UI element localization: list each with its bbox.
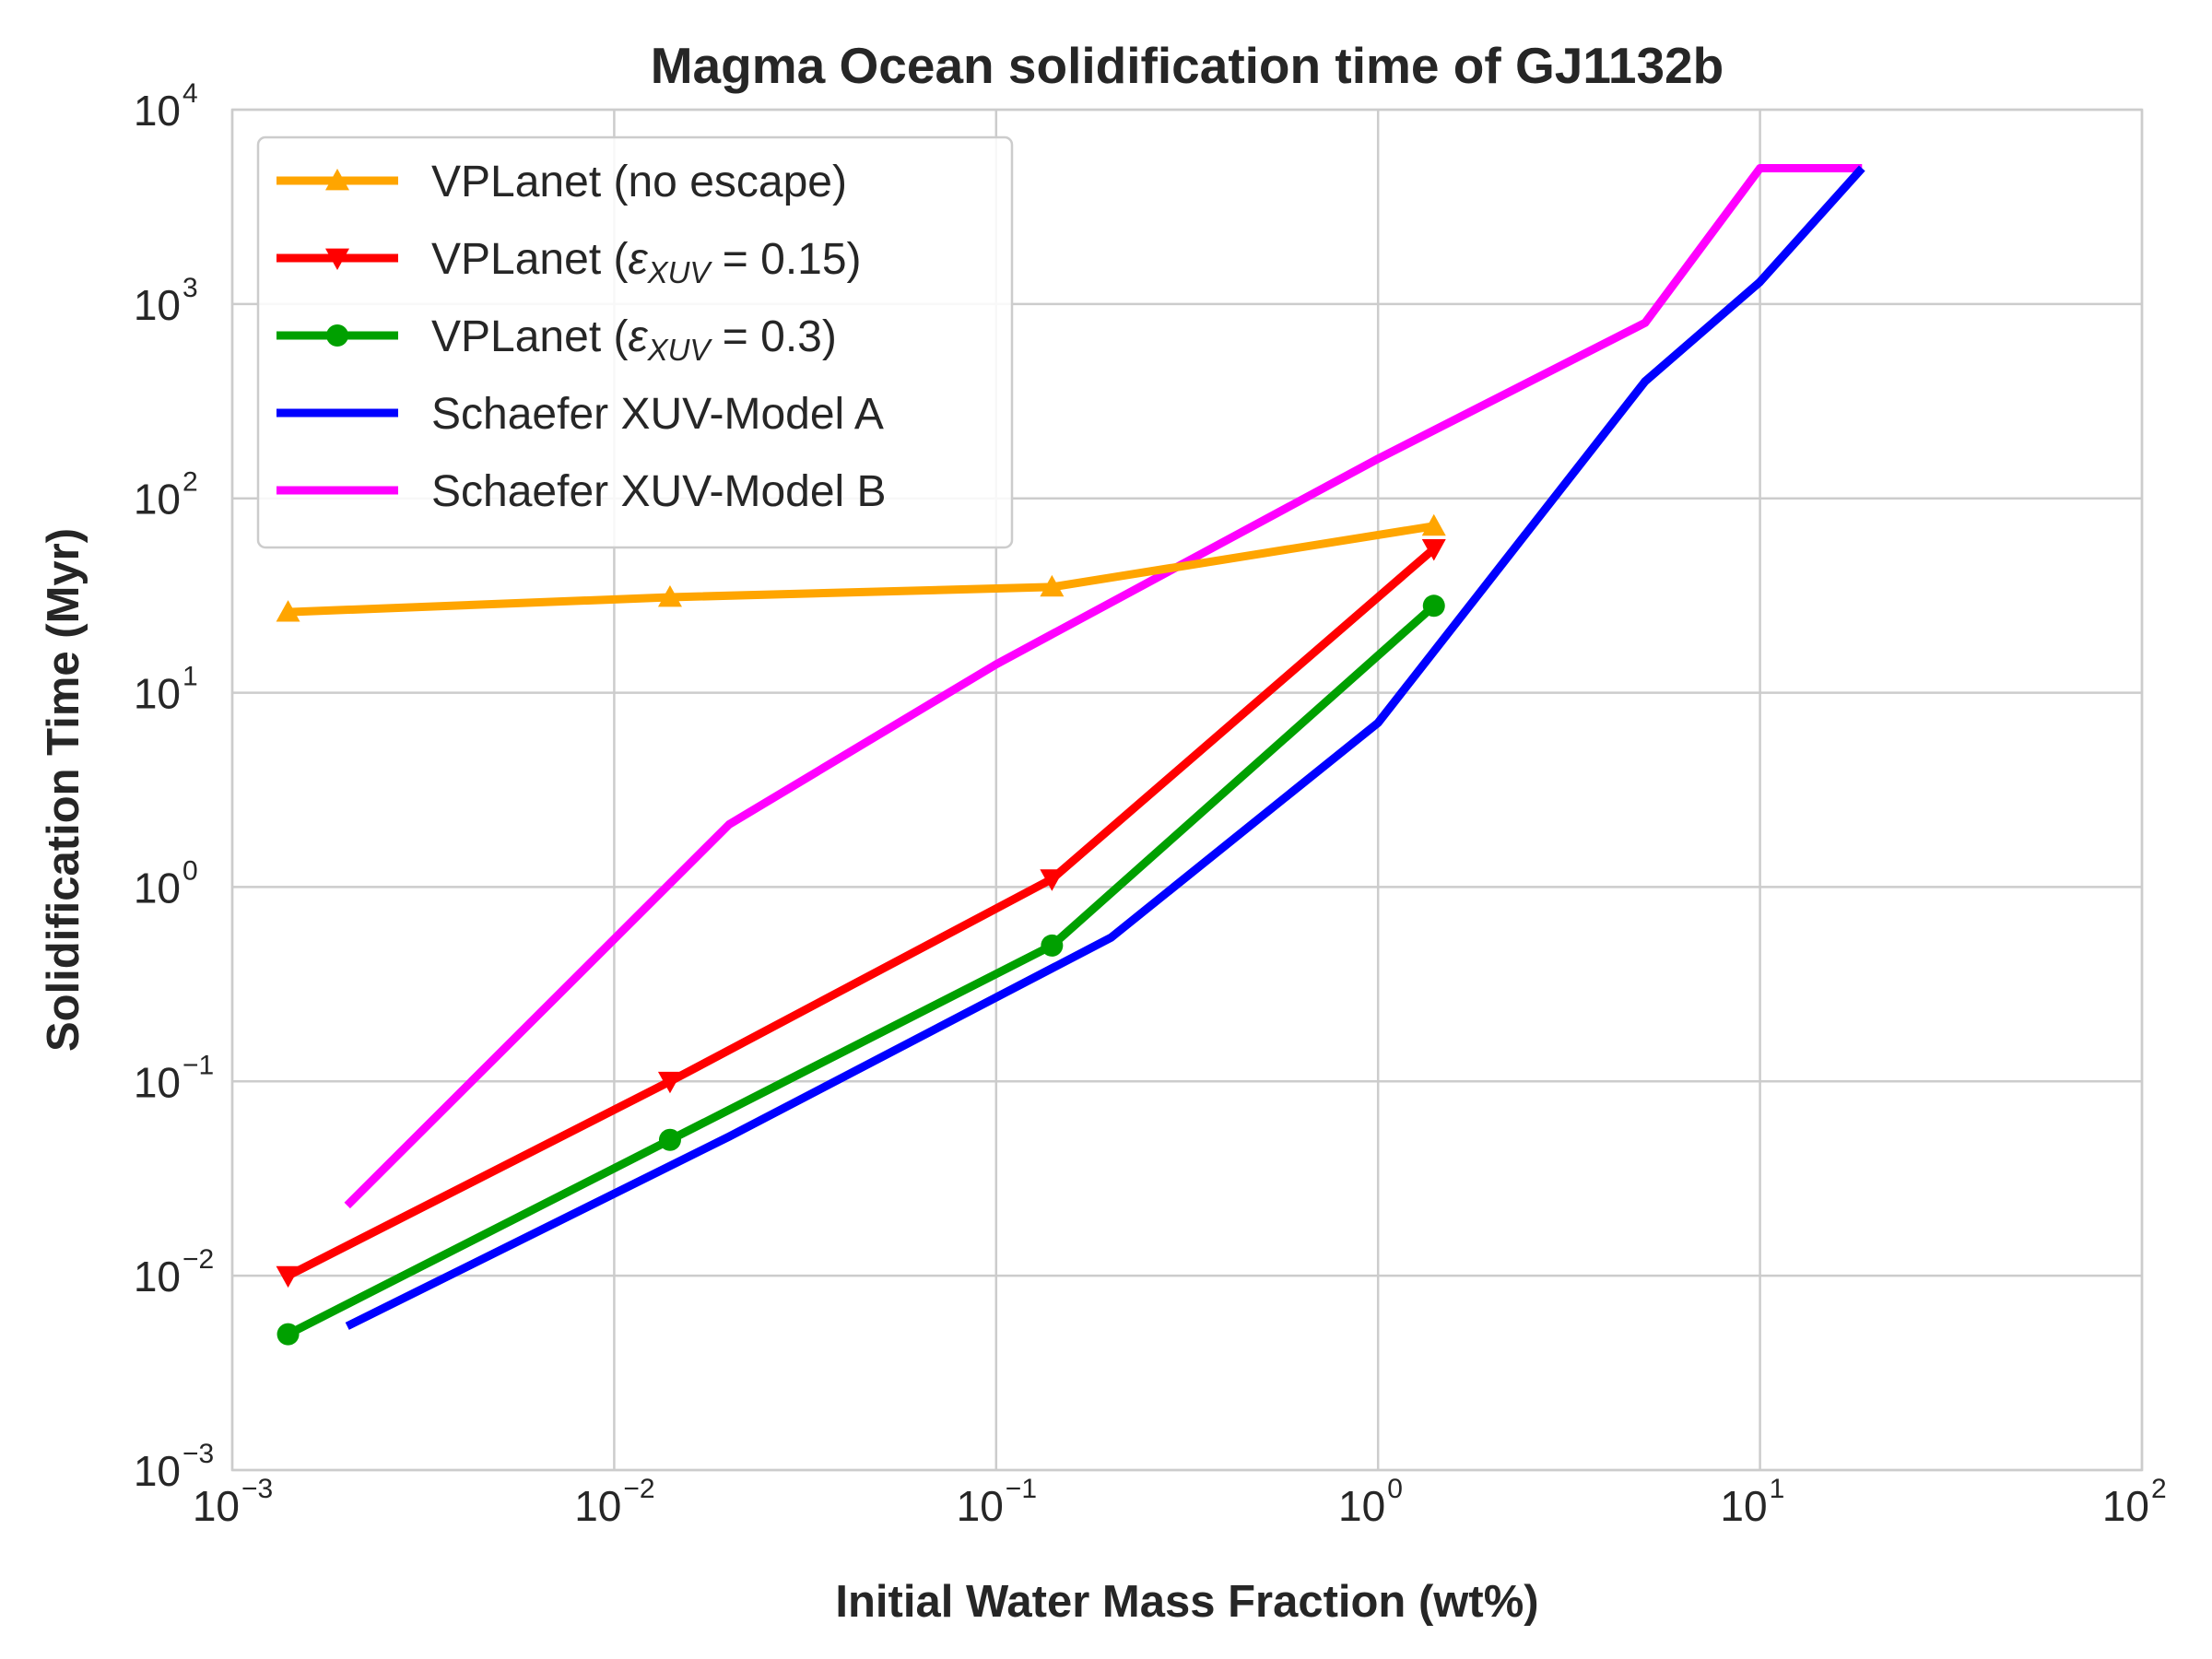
- x-tick-base: 10: [957, 1482, 1004, 1530]
- legend-item: VPLanet (εXUV = 0.3): [276, 312, 837, 367]
- x-tick-base: 10: [2102, 1482, 2149, 1530]
- y-tick-label: 10 −3: [134, 1439, 214, 1495]
- data-point-marker: [1421, 539, 1446, 561]
- chart-title: Magma Ocean solidification time of GJ113…: [651, 37, 1724, 94]
- x-tick-base: 10: [1720, 1482, 1767, 1530]
- data-point-marker: [1040, 869, 1065, 891]
- series-line: [345, 165, 1865, 1330]
- legend-label: Schaefer XUV-Model A: [431, 390, 884, 439]
- legend-label: VPLanet (εXUV = 0.15): [431, 235, 862, 289]
- plot-frame: [230, 108, 2144, 1472]
- series-line: [344, 164, 1863, 1209]
- x-tick-exponent: −1: [1006, 1474, 1037, 1504]
- series-4: [345, 165, 1865, 1330]
- y-tick-exponent: 0: [182, 855, 198, 886]
- x-tick-label: 10 −1: [957, 1474, 1037, 1530]
- series-line: [288, 522, 1435, 617]
- x-tick-label: 10 0: [1338, 1474, 1403, 1530]
- y-tick-base: 10: [134, 1058, 181, 1106]
- y-tick-label: 10 3: [134, 273, 198, 329]
- x-tick-exponent: 0: [1387, 1474, 1403, 1504]
- y-tick-base: 10: [134, 864, 181, 912]
- data-point-marker: [657, 1071, 682, 1094]
- y-tick-exponent: −3: [182, 1439, 214, 1469]
- data-point-marker: [276, 1265, 300, 1288]
- legend-item: Schaefer XUV-Model B: [276, 467, 887, 516]
- data-point-marker: [326, 324, 348, 347]
- data-point-marker: [1421, 513, 1446, 536]
- data-point-marker: [325, 169, 349, 191]
- legend-item: VPLanet (εXUV = 0.15): [276, 235, 862, 289]
- legend: VPLanet (no escape) VPLanet (εXUV = 0.15)…: [256, 135, 1014, 549]
- series-5: [344, 164, 1863, 1209]
- x-tick-label: 10 −3: [193, 1474, 273, 1530]
- series-1: [276, 513, 1446, 622]
- y-tick-base: 10: [134, 476, 181, 524]
- legend-box: [256, 135, 1014, 549]
- x-tick-base: 10: [574, 1482, 621, 1530]
- series-line: [286, 546, 1437, 1280]
- y-tick-base: 10: [134, 281, 181, 329]
- series-2: [276, 539, 1446, 1288]
- legend-item: VPLanet (no escape): [276, 158, 847, 206]
- y-tick-exponent: 3: [182, 273, 198, 303]
- y-tick-exponent: 4: [182, 78, 198, 109]
- y-tick-exponent: 1: [182, 662, 198, 692]
- x-axis-label: Initial Water Mass Fraction (wt%): [835, 1577, 1538, 1627]
- legend-item: Schaefer XUV-Model A: [276, 390, 884, 439]
- tick-labels: 10 −3 10 −2 10 −1 10 0 10 1 10 210 −310 −210 −110 010 11…: [134, 78, 2167, 1530]
- data-point-marker: [276, 600, 300, 622]
- x-tick-exponent: 1: [1770, 1474, 1785, 1504]
- data-point-marker: [1040, 574, 1065, 597]
- data-point-marker: [657, 584, 682, 607]
- y-tick-label: 10 2: [134, 467, 198, 524]
- y-tick-label: 10 −2: [134, 1244, 214, 1300]
- y-tick-label: 10 0: [134, 855, 198, 912]
- y-tick-base: 10: [134, 670, 181, 718]
- x-tick-exponent: 2: [2151, 1474, 2167, 1504]
- series-line: [286, 602, 1437, 1338]
- legend-label: Schaefer XUV-Model B: [431, 467, 887, 516]
- y-tick-exponent: −1: [182, 1050, 214, 1080]
- data-point-marker: [1041, 934, 1064, 957]
- y-tick-base: 10: [134, 1253, 181, 1300]
- x-tick-label: 10 −2: [574, 1474, 654, 1530]
- data-point-marker: [658, 1128, 681, 1151]
- y-tick-label: 10 1: [134, 662, 198, 718]
- legend-label: VPLanet (no escape): [431, 158, 847, 206]
- x-tick-label: 10 1: [1720, 1474, 1784, 1530]
- x-tick-label: 10 2: [2102, 1474, 2167, 1530]
- y-axis-label: Solidification Time (Myr): [39, 528, 88, 1052]
- series-layer: [276, 164, 1865, 1346]
- legend-label: VPLanet (εXUV = 0.3): [431, 312, 837, 367]
- x-tick-exponent: −3: [241, 1474, 273, 1504]
- data-point-marker: [1422, 594, 1445, 618]
- series-3: [276, 594, 1445, 1346]
- data-point-marker: [325, 248, 349, 270]
- data-point-marker: [276, 1323, 300, 1346]
- y-tick-base: 10: [134, 87, 181, 135]
- y-tick-label: 10 −1: [134, 1050, 214, 1106]
- y-tick-exponent: 2: [182, 467, 198, 498]
- x-tick-base: 10: [1338, 1482, 1385, 1530]
- x-tick-exponent: −2: [623, 1474, 654, 1504]
- y-tick-base: 10: [134, 1447, 181, 1495]
- y-tick-exponent: −2: [182, 1244, 214, 1275]
- y-tick-label: 10 4: [134, 78, 198, 135]
- x-tick-base: 10: [193, 1482, 240, 1530]
